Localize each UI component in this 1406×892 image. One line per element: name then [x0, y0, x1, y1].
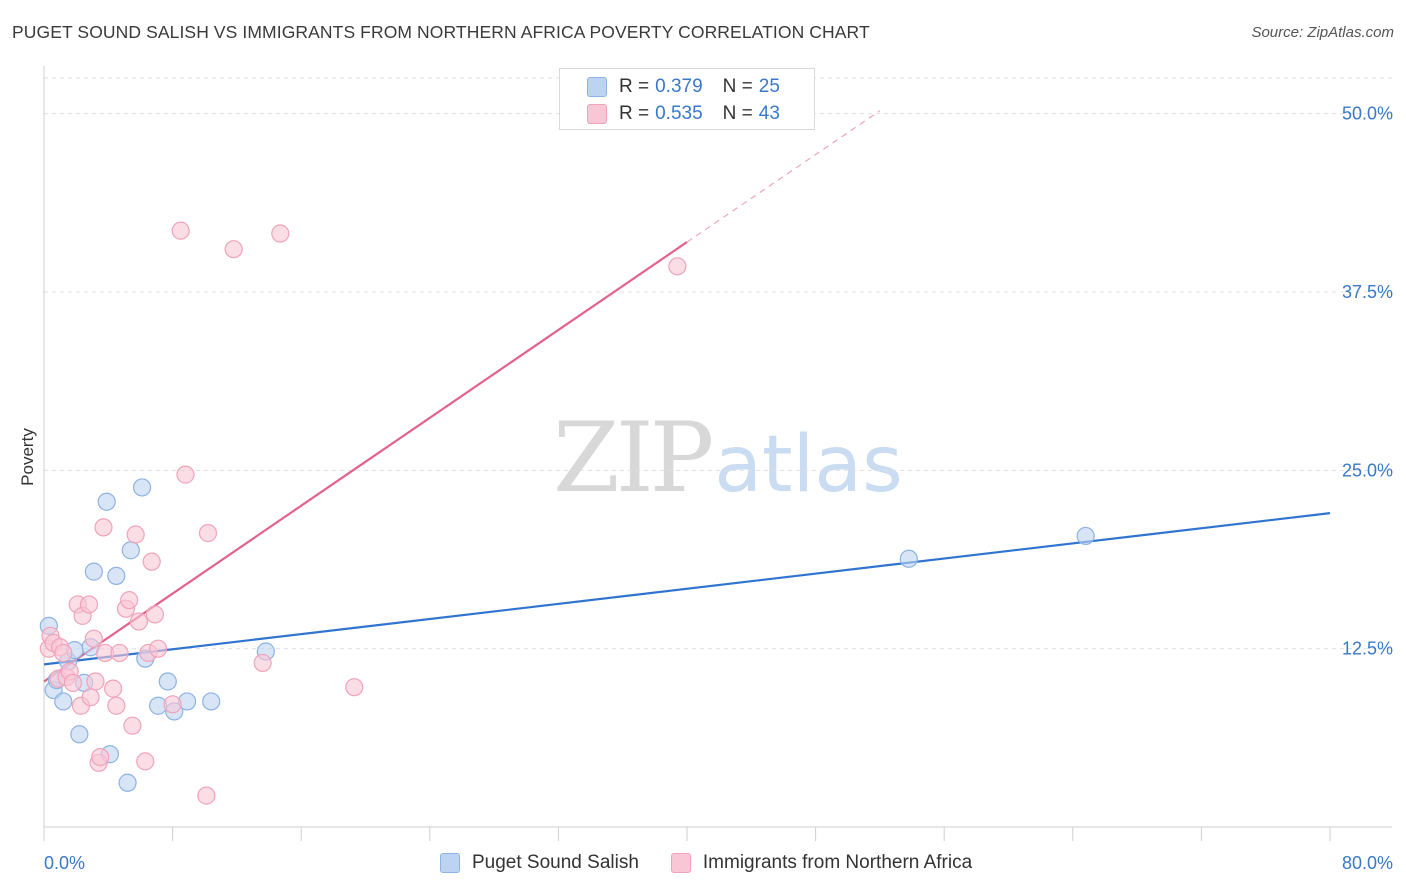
y-tick-label: 50.0%	[1342, 104, 1393, 124]
series-legend-salish: Puget Sound Salish	[440, 852, 639, 874]
point-immigrants-northern-africa	[345, 678, 364, 697]
tick-labels: 12.5% 25.0% 37.5% 50.0% 0.0% 80.0%	[44, 104, 1393, 873]
point-immigrants-northern-africa	[163, 695, 182, 714]
point-immigrants-northern-africa	[253, 653, 272, 673]
point-puget-sound-salish	[158, 672, 177, 691]
grid-lines	[44, 77, 1392, 650]
point-immigrants-northern-africa	[54, 643, 73, 663]
point-immigrants-northern-africa	[123, 716, 142, 735]
series-legend-immigrants: Immigrants from Northern Africa	[670, 852, 973, 874]
point-immigrants-northern-africa	[149, 639, 168, 658]
point-immigrants-northern-africa	[63, 673, 83, 693]
legend-n-label: N =	[722, 103, 753, 124]
series-legend: Puget Sound Salish Immigrants from North…	[440, 852, 1004, 874]
axes	[43, 66, 1392, 841]
point-immigrants-northern-africa	[107, 696, 126, 715]
correlation-legend: R = 0.379 N = 25 R = 0.535 N = 43	[559, 68, 815, 130]
point-puget-sound-salish	[899, 549, 918, 568]
legend-r-label: R =	[619, 103, 650, 124]
y-tick-label: 12.5%	[1342, 639, 1393, 659]
point-immigrants-northern-africa	[171, 221, 190, 240]
point-immigrants-northern-africa	[79, 595, 99, 614]
legend-r-label: R =	[619, 76, 650, 97]
point-immigrants-northern-africa	[198, 524, 218, 543]
point-puget-sound-salish	[97, 492, 116, 511]
point-immigrants-northern-africa	[104, 679, 123, 698]
point-immigrants-northern-africa	[142, 552, 161, 571]
point-puget-sound-salish	[118, 773, 137, 792]
point-puget-sound-salish	[202, 692, 221, 711]
legend-row-salish: R = 0.379 N = 25	[587, 75, 780, 99]
point-immigrants-northern-africa	[129, 612, 148, 631]
point-immigrants-northern-africa	[110, 643, 129, 663]
point-immigrants-northern-africa	[176, 465, 195, 484]
point-puget-sound-salish	[54, 692, 73, 711]
trend-lines	[43, 110, 1331, 683]
source-credit: Source: ZipAtlas.com	[1251, 24, 1394, 41]
point-immigrants-northern-africa	[126, 525, 145, 544]
point-puget-sound-salish	[84, 562, 103, 581]
series-name-salish: Puget Sound Salish	[472, 852, 639, 873]
point-puget-sound-salish	[107, 566, 126, 586]
y-axis-title: Poverty	[18, 428, 37, 486]
legend-n-value: 43	[758, 103, 780, 124]
series-swatch-blue	[440, 853, 460, 873]
series-name-immigrants: Immigrants from Northern Africa	[702, 852, 973, 873]
point-immigrants-northern-africa	[197, 786, 216, 805]
legend-n-label: N =	[722, 76, 753, 97]
legend-r-value: 0.379	[655, 76, 703, 97]
point-puget-sound-salish	[121, 541, 140, 560]
point-puget-sound-salish	[132, 478, 152, 497]
chart-title: PUGET SOUND SALISH VS IMMIGRANTS FROM NO…	[12, 22, 870, 42]
legend-n-value: 25	[758, 76, 780, 97]
point-immigrants-northern-africa	[81, 688, 100, 707]
point-immigrants-northern-africa	[84, 629, 103, 648]
data-points	[39, 221, 1095, 805]
x-tick-label: 0.0%	[44, 853, 85, 873]
legend-row-immigrants: R = 0.535 N = 43	[587, 102, 780, 126]
y-tick-label: 37.5%	[1342, 282, 1393, 302]
legend-r-value: 0.535	[655, 103, 703, 124]
point-immigrants-northern-africa	[91, 747, 110, 767]
trend-line-salish	[43, 512, 1331, 666]
point-puget-sound-salish	[70, 725, 89, 744]
point-immigrants-northern-africa	[668, 257, 687, 276]
point-immigrants-northern-africa	[120, 591, 139, 610]
point-immigrants-northern-africa	[224, 240, 243, 259]
point-immigrants-northern-africa	[145, 605, 165, 624]
point-puget-sound-salish	[1076, 526, 1095, 546]
point-immigrants-northern-africa	[86, 672, 105, 691]
series-swatch-pink	[670, 853, 691, 873]
legend-swatch-blue	[587, 77, 607, 97]
point-immigrants-northern-africa	[94, 518, 113, 537]
x-tick-label: 80.0%	[1342, 853, 1393, 873]
y-tick-label: 25.0%	[1342, 460, 1393, 480]
legend-swatch-pink	[587, 104, 607, 124]
point-immigrants-northern-africa	[271, 224, 290, 243]
trend-extension-immigrants	[686, 110, 881, 243]
point-immigrants-northern-africa	[136, 752, 155, 771]
